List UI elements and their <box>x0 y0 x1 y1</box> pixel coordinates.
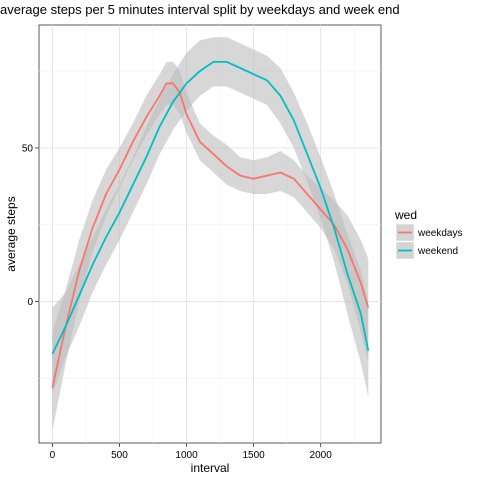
legend-label-weekend: weekend <box>417 246 458 257</box>
chart-title: average steps per 5 minutes interval spl… <box>0 2 400 17</box>
x-axis-label: interval <box>191 461 230 475</box>
x-tick-label: 1000 <box>175 450 198 461</box>
confidence-bands <box>52 37 369 431</box>
confidence-band-weekdays <box>52 61 369 431</box>
series-line-weekend <box>51 61 370 355</box>
legend: wed weekdays weekend <box>394 208 462 260</box>
legend-title: wed <box>394 208 417 222</box>
y-tick-label: 0 <box>27 297 33 308</box>
y-axis-label: average steps <box>4 196 18 271</box>
x-tick-label: 1500 <box>242 450 265 461</box>
axes: 0 500 1000 1500 2000 0 50 <box>22 143 332 461</box>
x-tick-label: 500 <box>111 450 128 461</box>
legend-keys: weekdays weekend <box>395 223 462 260</box>
confidence-band-weekend <box>52 37 369 397</box>
series-lines <box>51 61 370 388</box>
legend-label-weekdays: weekdays <box>417 228 462 239</box>
x-tick-label: 0 <box>50 450 56 461</box>
y-tick-label: 50 <box>22 143 34 154</box>
series-line-weekdays <box>51 82 370 388</box>
x-tick-label: 2000 <box>310 450 333 461</box>
